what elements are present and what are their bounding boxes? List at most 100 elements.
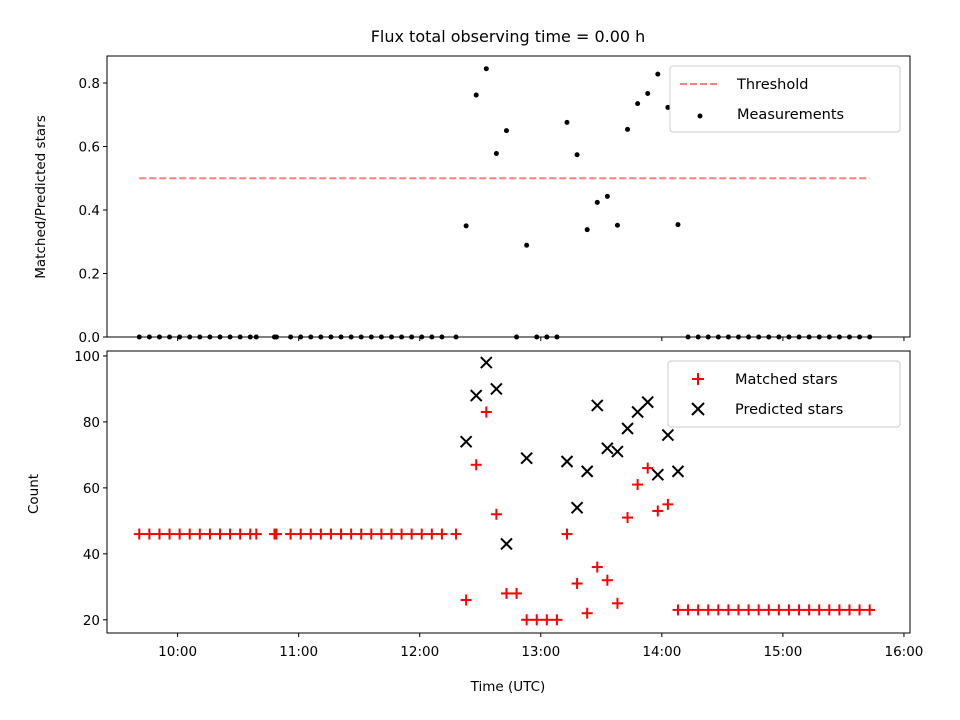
- bottom-y-axis: 20 40 60 80 100: [74, 349, 107, 629]
- bottom-legend: Matched stars Predicted stars: [667, 360, 901, 428]
- top-y-tick-label: 0.0: [79, 330, 100, 346]
- matched-star-point: [541, 614, 553, 626]
- matched-star-point: [385, 528, 397, 540]
- top-y-tick-label: 0.4: [79, 203, 100, 219]
- bottom-y-tick-label: 60: [83, 481, 100, 497]
- matched-star-point: [224, 528, 236, 540]
- matched-star-point: [854, 604, 866, 616]
- measurement-point: [635, 101, 641, 107]
- predicted-star-point: [641, 395, 654, 409]
- matched-star-point: [773, 604, 785, 616]
- matched-star-point: [692, 604, 704, 616]
- matched-star-point: [813, 604, 825, 616]
- predicted-star-point: [520, 451, 533, 465]
- matched-star-point: [490, 508, 502, 520]
- matched-legend-swatch: [692, 373, 704, 385]
- matched-star-point: [753, 604, 765, 616]
- matched-star-point: [436, 528, 448, 540]
- predicted-star-point: [621, 422, 634, 435]
- predicted-star-point: [470, 389, 483, 402]
- matched-star-point: [601, 574, 613, 586]
- matched-star-point: [234, 528, 246, 540]
- predicted-star-point: [671, 465, 685, 478]
- top-y-axis-label: Matched/Predicted stars: [33, 115, 49, 278]
- top-y-tick-label: 0.6: [79, 139, 100, 155]
- x-tick-label: 10:00: [158, 644, 197, 660]
- matched-star-point: [500, 587, 512, 599]
- measurement-point: [645, 90, 651, 96]
- predicted-legend-label: Predicted stars: [735, 402, 843, 418]
- measurement-point: [655, 71, 661, 77]
- matched-star-point: [270, 528, 282, 540]
- matched-star-point: [763, 604, 775, 616]
- matched-star-point: [355, 528, 367, 540]
- x-tick-label: 11:00: [279, 644, 318, 660]
- measurement-point: [503, 128, 509, 134]
- predicted-star-point: [580, 465, 594, 478]
- matched-star-point: [133, 528, 145, 540]
- top-plot-frame: [106, 55, 911, 338]
- count-plot-area: [133, 356, 876, 626]
- x-tick-label: 13:00: [521, 644, 560, 660]
- matched-star-point: [480, 406, 492, 418]
- measurement-point: [493, 150, 499, 156]
- measurement-point: [483, 66, 489, 72]
- measurements-legend-swatch: [697, 113, 703, 119]
- matched-star-point: [561, 528, 573, 540]
- bottom-y-tick-label: 80: [83, 415, 100, 431]
- matched-star-point: [164, 528, 176, 540]
- x-tick-label: 16:00: [884, 644, 923, 660]
- matched-star-point: [406, 528, 418, 540]
- ratio-panel: Matched/Predicted stars 0.00.20.40.60.8 …: [33, 55, 911, 346]
- measurement-point: [574, 152, 580, 158]
- bottom-legend-box: [667, 360, 901, 428]
- measurement-point: [473, 92, 479, 98]
- matched-star-point: [153, 528, 165, 540]
- matched-star-point: [622, 512, 634, 524]
- matched-star-point: [174, 528, 186, 540]
- matched-star-point: [204, 528, 216, 540]
- x-tick-label: 15:00: [763, 644, 802, 660]
- measurement-point: [614, 222, 620, 228]
- predicted-star-point: [611, 445, 624, 458]
- top-y-tick-label: 0.8: [79, 76, 100, 92]
- top-y-axis: 0.0 0.2 0.4 0.6 0.8: [79, 76, 107, 346]
- predicted-star-point: [651, 468, 665, 481]
- measurement-point: [675, 222, 681, 228]
- top-legend: Threshold Measurements: [669, 65, 901, 133]
- matched-star-point: [712, 604, 724, 616]
- matched-star-point: [531, 614, 543, 626]
- matched-star-point: [864, 604, 876, 616]
- matched-star-point: [396, 528, 408, 540]
- matched-star-point: [460, 594, 472, 606]
- matched-star-point: [581, 607, 593, 619]
- predicted-star-point: [490, 382, 503, 396]
- top-x-axis: [177, 337, 905, 341]
- matched-star-point: [571, 578, 583, 590]
- measurement-point: [524, 242, 530, 248]
- matched-star-point: [315, 528, 327, 540]
- matched-star-point: [551, 614, 563, 626]
- matched-legend-label: Matched stars: [735, 372, 838, 388]
- top-legend-box: [669, 65, 901, 133]
- bottom-y-tick-label: 20: [83, 613, 100, 629]
- predicted-star-point: [601, 442, 614, 455]
- matched-star-point: [345, 528, 357, 540]
- matched-star-point: [743, 604, 755, 616]
- matched-star-point: [470, 459, 482, 471]
- predicted-star-point: [500, 537, 513, 551]
- matched-star-point: [184, 528, 196, 540]
- measurement-point: [463, 223, 469, 229]
- bottom-y-axis-label: Count: [26, 474, 42, 514]
- predicted-star-point: [480, 356, 493, 369]
- x-tick-label: 12:00: [400, 644, 439, 660]
- bottom-y-tick-label: 100: [74, 349, 100, 365]
- matched-star-point: [250, 528, 262, 540]
- matched-star-point: [672, 604, 684, 616]
- measurements-legend-label: Measurements: [737, 107, 844, 123]
- x-axis-label: Time (UTC): [470, 679, 546, 695]
- predicted-star-point: [459, 435, 473, 448]
- matched-star-point: [803, 604, 815, 616]
- matched-star-point: [783, 604, 795, 616]
